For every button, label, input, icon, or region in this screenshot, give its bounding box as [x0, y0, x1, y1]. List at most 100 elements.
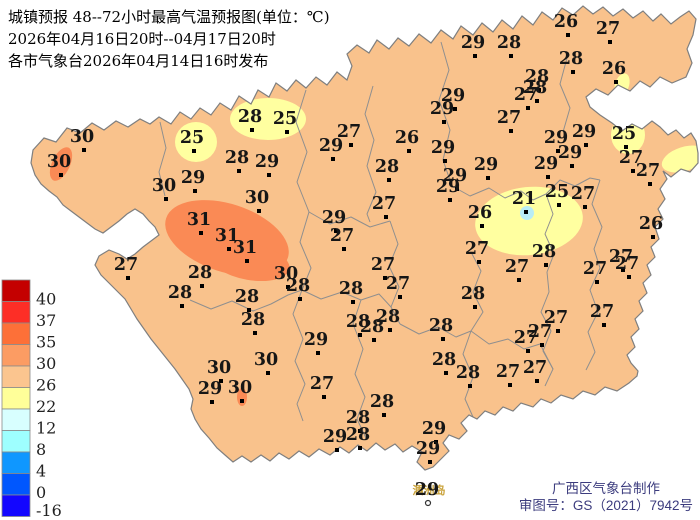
- station-temp-label: 25: [545, 182, 569, 202]
- station-temp-label: 29: [181, 168, 205, 188]
- legend-value: 4: [36, 462, 46, 481]
- station-temp-label: 29: [572, 122, 596, 142]
- prefecture-border: [301, 289, 392, 308]
- station-dot: [524, 210, 528, 214]
- station-dot: [546, 175, 550, 179]
- station-dot: [82, 148, 86, 152]
- station-temp-label: 29: [422, 419, 446, 439]
- station-dot: [331, 157, 335, 161]
- station-dot: [557, 203, 561, 207]
- station-dot: [383, 276, 387, 280]
- prefecture-border: [591, 179, 603, 269]
- station-temp-label: 28: [238, 107, 262, 127]
- station-dot: [267, 173, 271, 177]
- station-temp-label: 29: [198, 379, 222, 399]
- station-temp-label: 25: [180, 128, 204, 148]
- station-dot: [509, 129, 513, 133]
- prefecture-border: [388, 220, 401, 325]
- zone-hot: [210, 242, 290, 282]
- station-temp-label: 29: [443, 166, 467, 186]
- station-temp-label: 28: [376, 307, 400, 327]
- station-temp-label: 30: [245, 188, 269, 208]
- station-dot: [382, 413, 386, 417]
- station-dot: [544, 263, 548, 267]
- prefecture-border: [352, 299, 367, 439]
- station-temp-label: 28: [339, 279, 363, 299]
- station-dot: [486, 176, 490, 180]
- station-dot: [477, 260, 481, 264]
- station-temp-label: 27: [337, 122, 361, 142]
- station-temp-label: 28: [346, 408, 370, 428]
- station-temp-label: 29: [322, 208, 346, 228]
- station-dot: [245, 259, 249, 263]
- station-temp-label: 29: [431, 138, 455, 158]
- station-dot: [358, 429, 362, 433]
- station-dot: [358, 446, 362, 450]
- issued-by: 各市气象台2026年04月14日16时发布: [8, 52, 269, 70]
- station-dot: [526, 106, 530, 110]
- station-dot: [334, 229, 338, 233]
- station-dot: [407, 149, 411, 153]
- station-temp-label: 29: [558, 143, 582, 163]
- prefecture-border: [470, 330, 554, 370]
- prefecture-border: [189, 289, 303, 312]
- station-dot: [556, 149, 560, 153]
- prefecture-border: [544, 193, 555, 273]
- station-temp-label: 27: [596, 19, 620, 39]
- prefecture-border: [462, 330, 474, 418]
- zone-cool: [175, 122, 217, 162]
- station-temp-label: 28: [188, 263, 212, 283]
- station-dot: [480, 224, 484, 228]
- station-temp-label: 27: [583, 259, 607, 279]
- prefecture-borders: [158, 41, 603, 439]
- station-temp-label: 28: [168, 283, 192, 303]
- station-dot: [455, 187, 459, 191]
- station-temp-label: 27: [571, 184, 595, 204]
- station-temp-label: 27: [371, 255, 395, 275]
- station-dot: [624, 145, 628, 149]
- station-temp-label: 28: [532, 242, 556, 262]
- station-temp-label: 29: [544, 128, 568, 148]
- legend-value: 0: [36, 483, 46, 502]
- station-temp-label: 30: [207, 358, 231, 378]
- station-temp-label: 28: [525, 67, 549, 87]
- station-temp-label: 29: [255, 152, 279, 172]
- legend-swatch: [1, 430, 31, 453]
- station-temp-label: 26: [602, 59, 626, 79]
- station-temp-label: 26: [468, 203, 492, 223]
- station-dot: [398, 295, 402, 299]
- station-temp-label: 31: [215, 226, 239, 246]
- legend-value: 40: [36, 290, 56, 309]
- credit-block: 广西区气象台制作 审图号：GS（2021）7942号: [519, 480, 693, 514]
- station-dot: [570, 164, 574, 168]
- station-temp-label: 29: [534, 154, 558, 174]
- station-dot: [434, 440, 438, 444]
- station-dot: [441, 337, 445, 341]
- credit-license: 审图号：GS（2021）7942号: [518, 498, 693, 513]
- station-temp-label: 28: [360, 317, 384, 337]
- legend-value: -16: [36, 501, 62, 520]
- station-dot: [266, 371, 270, 375]
- station-dot: [608, 40, 612, 44]
- station-temp-label: 29: [430, 99, 454, 119]
- station-temp-label: 28: [497, 33, 521, 53]
- station-dot: [448, 198, 452, 202]
- station-temp-label: 27: [615, 254, 639, 274]
- station-temp-label: 27: [619, 148, 643, 168]
- station-dot: [59, 173, 63, 177]
- station-dot: [387, 178, 391, 182]
- station-temp-label: 27: [114, 255, 138, 275]
- station-dot: [335, 448, 339, 452]
- station-dot: [442, 120, 446, 124]
- station-temp-label: 28: [235, 287, 259, 307]
- station-temp-label: 30: [70, 127, 94, 147]
- legend-value: 22: [36, 397, 56, 416]
- station-temp-label: 27: [523, 358, 547, 378]
- legend-swatch: [1, 494, 31, 517]
- station-dot: [200, 284, 204, 288]
- station-temp-label: 27: [514, 328, 538, 348]
- prefecture-border: [364, 85, 377, 223]
- prefecture-border: [559, 57, 571, 133]
- station-dot: [444, 371, 448, 375]
